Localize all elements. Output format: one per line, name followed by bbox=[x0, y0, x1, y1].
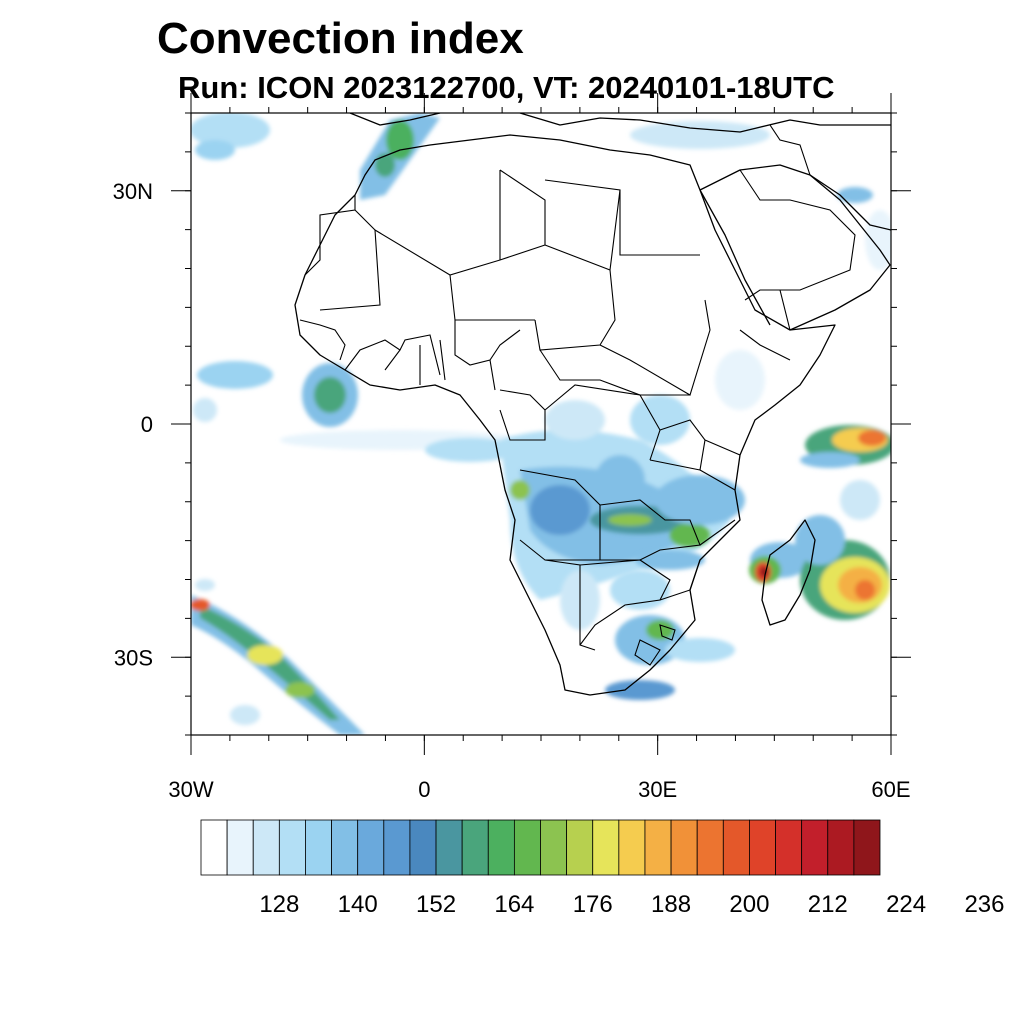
convection-area-madagascar bbox=[749, 425, 891, 620]
axis-ticks bbox=[171, 93, 911, 755]
convection-area-west-africa bbox=[193, 361, 520, 450]
x-tick-label: 0 bbox=[418, 777, 430, 802]
madagascar-coastline bbox=[761, 519, 816, 626]
y-tick-label: 30N bbox=[113, 179, 153, 204]
convection-area-south-africa bbox=[605, 615, 735, 700]
y-tick-label: 30S bbox=[114, 645, 153, 670]
y-tick-label: 0 bbox=[141, 412, 153, 437]
plot-frame bbox=[190, 112, 892, 736]
x-tick-label: 60E bbox=[871, 777, 910, 802]
x-tick-label: 30W bbox=[168, 777, 213, 802]
coastlines bbox=[294, 113, 891, 696]
persian-gulf bbox=[809, 174, 891, 231]
mediterranean-north bbox=[349, 113, 891, 133]
axis-tick-labels: 30W 0 30E 60E 30N 0 30S bbox=[113, 179, 911, 802]
country-borders bbox=[299, 124, 856, 666]
convection-field bbox=[191, 113, 891, 735]
convection-area-central-africa bbox=[425, 350, 765, 600]
africa-coastline bbox=[294, 134, 836, 696]
convection-area-zambia-malawi bbox=[560, 475, 745, 630]
convection-area-south-atlantic bbox=[191, 579, 365, 735]
arabian-peninsula bbox=[699, 164, 891, 331]
chart-title: Convection index bbox=[157, 14, 524, 63]
x-tick-label: 30E bbox=[638, 777, 677, 802]
chart-subtitle: Run: ICON 2023122700, VT: 20240101-18UTC bbox=[178, 70, 835, 105]
red-sea bbox=[699, 189, 771, 326]
